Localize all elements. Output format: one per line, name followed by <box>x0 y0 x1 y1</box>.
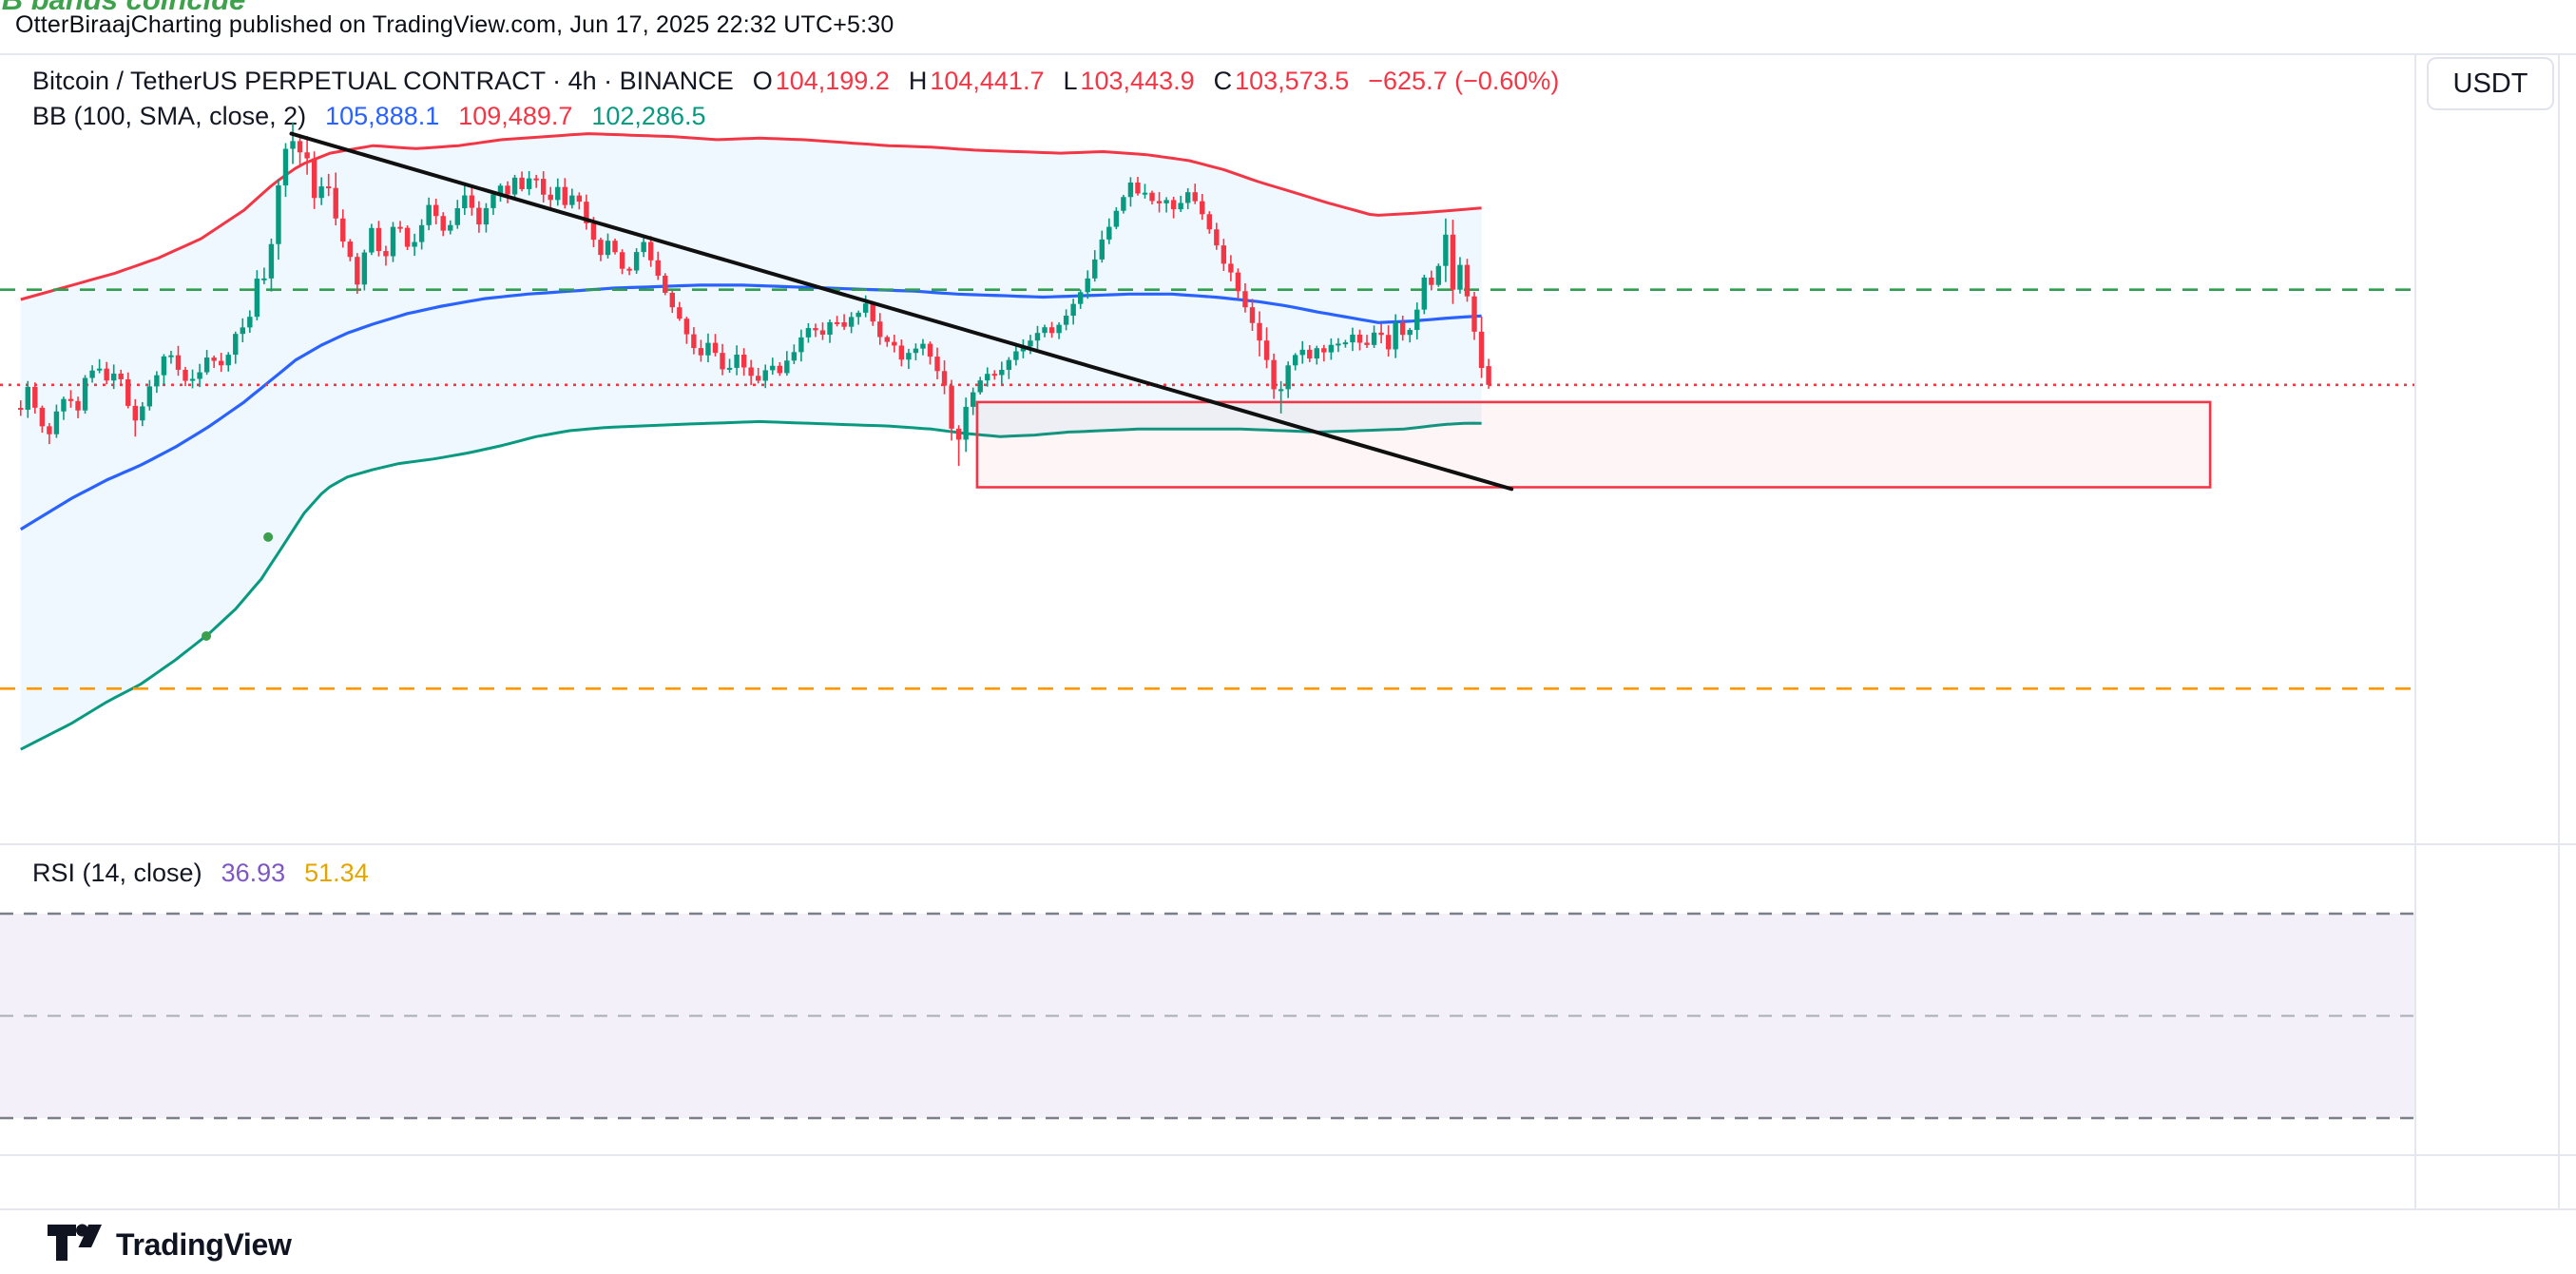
upper-line-price-flag: 106,748.7 <box>2431 2 2541 30</box>
ohlc-low: L 103,443.9 <box>1063 67 1195 95</box>
bb-basis-value: 105,888.1 <box>325 102 440 130</box>
price-axis-border <box>2414 54 2416 1209</box>
bb-lower-value: 102,286.5 <box>591 102 706 130</box>
right-edge-border <box>2558 54 2560 1209</box>
last-price-value: 103,573.5 <box>2431 1 2541 29</box>
ohlc-high: H 104,441.7 <box>908 67 1045 95</box>
candle-countdown: 02:57:04 <box>2435 29 2536 58</box>
lower-line-price-flag: 93,445.1 <box>2437 2 2534 30</box>
symbol-title-row: Bitcoin / TetherUS PERPETUAL CONTRACT · … <box>32 67 1559 96</box>
rsi-ma-value: 51.34 <box>304 859 369 887</box>
last-price-flag: 103,573.5 02:57:04 <box>2420 0 2551 59</box>
footer-border <box>0 1208 2576 1210</box>
bb-upper-value: 109,489.7 <box>458 102 573 130</box>
orderblock-annotation-text[interactable]: Orderblock and BB bands coincide <box>0 0 245 17</box>
pane-separator[interactable] <box>0 843 2576 845</box>
rsi-indicator-label[interactable]: RSI (14, close) <box>32 859 202 887</box>
price-change: −625.7 (−0.60%) <box>1368 67 1560 95</box>
bb-indicator-label[interactable]: BB (100, SMA, close, 2) <box>32 102 307 130</box>
price-chart-pane[interactable] <box>0 54 2414 842</box>
bb-indicator-row: BB (100, SMA, close, 2) 105,888.1 109,48… <box>32 102 706 131</box>
rsi-indicator-row: RSI (14, close) 36.93 51.34 <box>32 859 369 888</box>
tradingview-logo-icon <box>48 1224 102 1261</box>
currency-toggle-button[interactable]: USDT <box>2427 57 2554 110</box>
footer-brand[interactable]: TradingView <box>48 1223 292 1266</box>
attribution-header: OtterBiraajCharting published on Trading… <box>15 11 894 38</box>
time-axis-border <box>0 1154 2576 1156</box>
rsi-value: 36.93 <box>221 859 286 887</box>
tradingview-logo-text: TradingView <box>116 1226 292 1262</box>
symbol-title[interactable]: Bitcoin / TetherUS PERPETUAL CONTRACT · … <box>32 67 734 95</box>
ohlc-close: C 103,573.5 <box>1213 67 1350 95</box>
rsi-pane[interactable] <box>0 846 2414 1154</box>
ohlc-open: O 104,199.2 <box>752 67 890 95</box>
chart-top-border <box>0 53 2576 55</box>
